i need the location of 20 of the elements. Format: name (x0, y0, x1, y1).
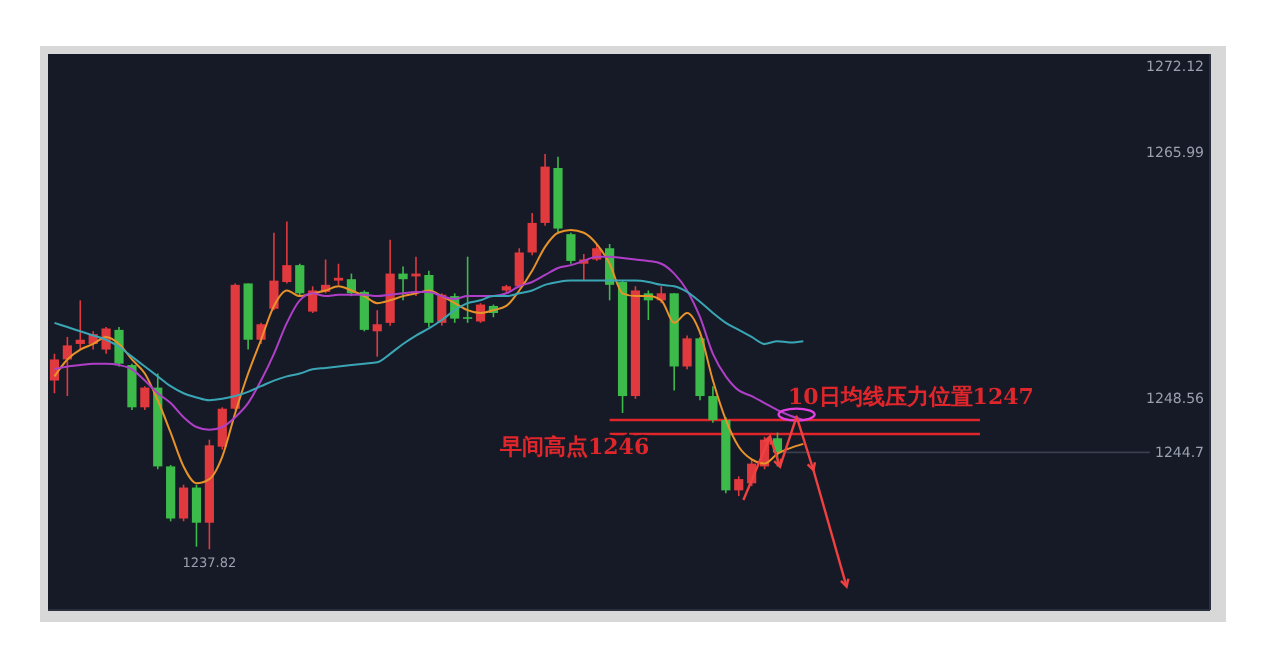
candlestick (682, 334, 692, 371)
candlestick (308, 285, 318, 314)
candlestick (514, 247, 524, 289)
candlestick (566, 231, 576, 265)
candlestick (127, 362, 137, 411)
candlestick (463, 255, 473, 324)
candlestick (734, 475, 744, 497)
candlestick (140, 385, 150, 411)
ref-line-label: 早间高点1246 (498, 434, 650, 461)
candlestick (708, 385, 718, 424)
candlestick (398, 265, 408, 302)
candlestick (333, 262, 344, 286)
candlestick (75, 299, 85, 351)
candlestick (424, 269, 434, 328)
ref-line-label: 10日均线压力位置1247 (788, 383, 1034, 410)
candlestick (295, 262, 305, 297)
candlestick (527, 212, 537, 257)
candlestick (191, 483, 202, 548)
candlestick (178, 483, 189, 523)
candlestick (372, 309, 382, 358)
